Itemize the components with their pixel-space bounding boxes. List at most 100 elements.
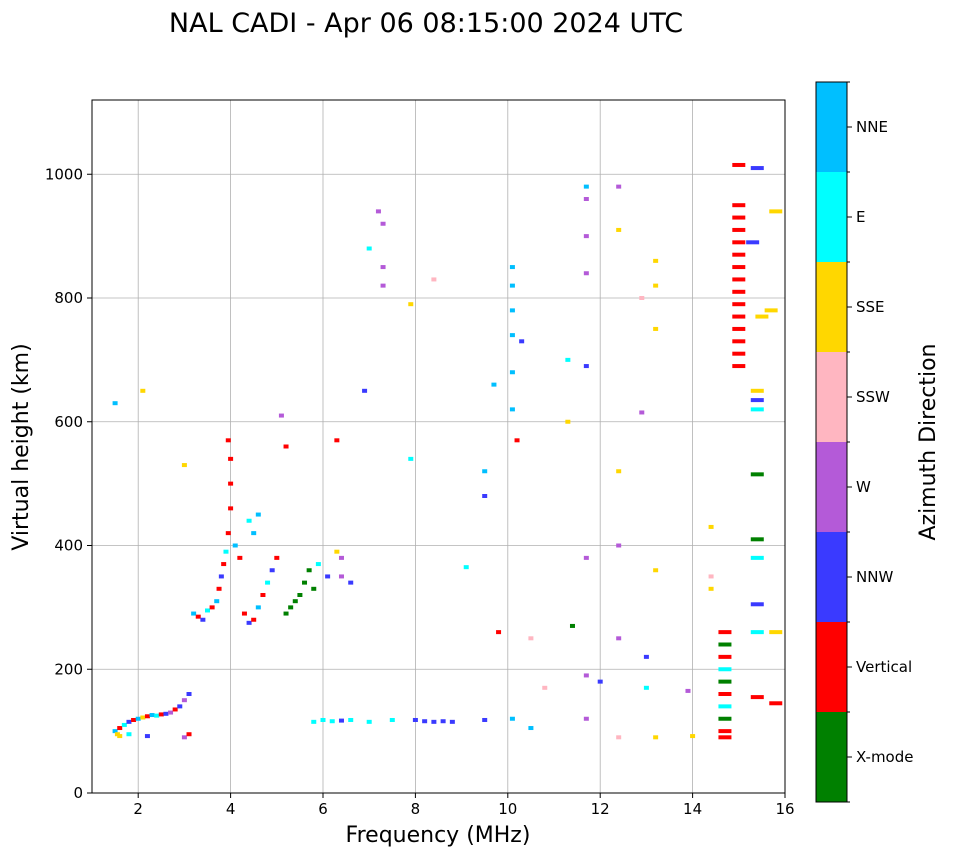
echo-point [616,469,622,474]
echo-point [186,692,192,696]
echo-point [380,265,386,270]
echo-point [375,209,381,214]
echo-point [718,642,732,647]
echo-point [431,719,437,724]
echo-point [338,718,344,723]
x-tick-label: 12 [591,800,610,818]
echo-point [306,568,312,573]
echo-point [144,714,150,719]
echo-point [750,166,764,171]
echo-point [205,608,210,613]
echo-point [195,614,201,619]
colorbar-segment [816,352,847,442]
x-axis-ticks: 2 4 6 8 10 12 14 16 [133,793,795,818]
echo-point [616,543,622,548]
echo-point [191,611,197,616]
y-axis-label: Virtual height (km) [9,343,34,550]
colorbar-segment [816,712,847,802]
echo-point [764,308,778,313]
echo-point [718,704,732,709]
echo-point [246,518,252,523]
echo-point [616,184,622,189]
echo-point [718,630,732,635]
echo-point [283,611,289,616]
echo-point [255,605,261,610]
echo-point [519,339,525,344]
echo-point [389,717,395,722]
echo-point [718,692,732,696]
echo-point [708,524,714,529]
echo-point [292,599,298,604]
echo-point [260,593,266,597]
colorbar: X-mode Vertical NNW W SSW SSE E NNE [815,81,913,803]
echo-point [112,401,118,406]
echo-point [380,221,386,226]
echo-point [265,580,271,585]
echo-point [542,685,548,690]
echo-point [769,701,783,706]
echo-point [228,506,234,511]
echo-point [297,593,303,597]
echo-point [121,722,127,727]
echo-point [181,463,187,468]
echo-point [172,707,178,712]
echo-point [509,283,515,288]
echo-point [616,636,622,641]
echo-point [149,713,155,718]
colorbar-segment [816,82,847,172]
echo-point [329,719,335,724]
echo-point [616,227,622,232]
y-tick-label: 0 [73,784,83,802]
x-tick-label: 6 [318,800,328,818]
echo-point [732,277,746,282]
echo-point [255,512,261,517]
echo-point [177,704,183,709]
echo-point [732,302,746,307]
echo-point [639,296,645,300]
echo-point [338,574,344,579]
echo-point [732,351,746,356]
echo-point [639,410,645,415]
echo-point [509,308,515,313]
echo-point [732,203,746,208]
echo-point [750,388,764,393]
colorbar-label: Azimuth Direction [916,343,941,540]
x-tick-label: 16 [775,800,794,818]
echo-point [565,419,571,424]
echo-point [769,630,783,635]
echo-point [732,162,746,167]
echo-point [718,735,732,740]
echo-point [718,716,732,721]
colorbar-segment [816,442,847,532]
echo-point [168,710,174,715]
echo-point [732,227,746,232]
echo-point [509,265,515,270]
echo-point [209,605,215,610]
echo-point [653,568,659,573]
echo-point [732,265,746,270]
echo-point [750,472,764,477]
x-tick-label: 14 [683,800,702,818]
echo-point [750,602,764,607]
colorbar-segment [816,622,847,712]
echo-point [583,555,589,560]
echo-point [181,735,187,740]
echo-point [732,326,746,331]
echo-point [750,537,764,542]
echo-point [302,580,308,585]
echo-point [718,729,732,734]
echo-point [528,636,534,641]
echo-point [509,333,515,338]
echo-point [732,240,746,245]
echo-point [278,413,284,418]
echo-point [732,289,746,294]
echo-point [241,611,247,616]
echo-point [338,555,344,560]
echo-point [320,717,326,722]
echo-point [228,481,234,486]
echo-point [732,215,746,220]
echo-point [140,715,146,720]
echo-point [117,726,123,731]
echo-point [583,184,589,189]
echo-point [348,580,354,585]
